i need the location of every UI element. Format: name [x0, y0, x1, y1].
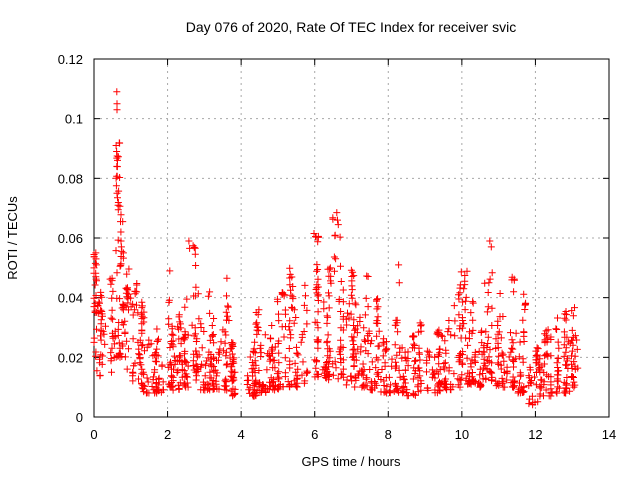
x-tick-label: 6 [311, 427, 318, 442]
y-tick-label: 0.12 [58, 52, 83, 67]
y-tick-label: 0.04 [58, 291, 83, 306]
scatter-points [90, 88, 582, 409]
x-tick-label: 10 [455, 427, 469, 442]
plot-border [93, 58, 610, 418]
y-tick-label: 0 [76, 410, 83, 425]
x-tick-labels: 0 2 4 6 8 10 12 14 [90, 427, 616, 442]
x-tick-label: 14 [602, 427, 616, 442]
y-axis-label: ROTI / TECUs [5, 196, 20, 280]
chart-title: Day 076 of 2020, Rate Of TEC Index for r… [186, 19, 516, 35]
y-tick-label: 0.02 [58, 350, 83, 365]
x-axis-label: GPS time / hours [302, 454, 401, 469]
y-tick-labels: 0 0.02 0.04 0.06 0.08 0.1 0.12 [58, 52, 83, 425]
y-tick-label: 0.08 [58, 171, 83, 186]
y-tick-label: 0.1 [65, 112, 83, 127]
x-tick-label: 2 [164, 427, 171, 442]
x-tick-label: 4 [238, 427, 245, 442]
x-tick-label: 0 [90, 427, 97, 442]
x-tick-label: 12 [528, 427, 542, 442]
y-tick-label: 0.06 [58, 231, 83, 246]
x-tick-label: 8 [385, 427, 392, 442]
